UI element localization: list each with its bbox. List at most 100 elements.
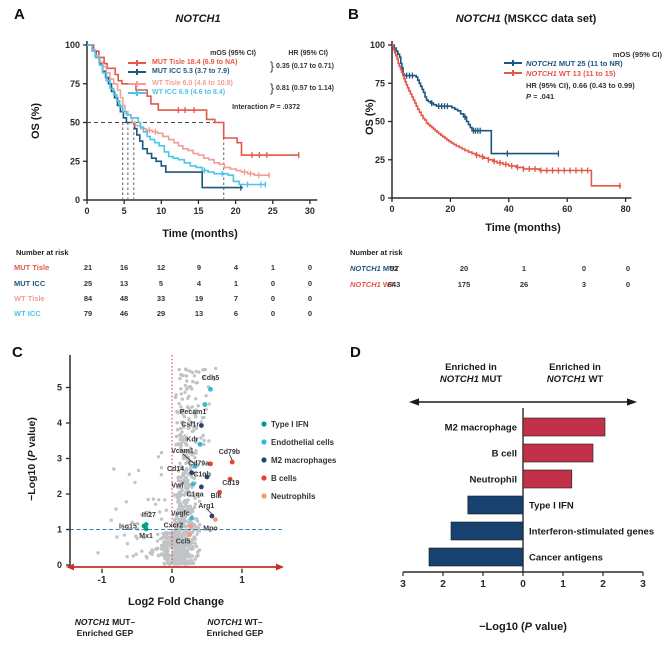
svg-text:Type I IFN: Type I IFN — [271, 420, 309, 429]
risk-cell: 1 — [270, 263, 276, 272]
panel-c-ylabel: −Log10 (P value) — [26, 417, 38, 501]
svg-text:Type I IFN: Type I IFN — [529, 501, 574, 512]
right-arrowhead-icon — [627, 398, 637, 406]
risk-cell: 4 — [233, 263, 239, 272]
panel-d: D 3 2 1 0 1 2 3 M2 macrophage B cell Neutrophil Ty… — [336, 340, 672, 651]
panel-a-xlabel: Time (months) — [162, 228, 238, 240]
km-line-symbol — [128, 90, 146, 96]
svg-text:Blk: Blk — [211, 493, 222, 500]
svg-text:2: 2 — [440, 579, 446, 590]
risk-cell: 25 — [83, 279, 93, 288]
gene-pointer-line — [229, 454, 233, 461]
legend-row-wt-tisle: WT Tisle 6.0 (4.6 to 10.8) — [112, 80, 334, 89]
legend-dot-icon — [261, 421, 267, 427]
risk-cell: 19 — [194, 294, 204, 303]
left-arrowhead-icon — [409, 398, 419, 406]
svg-text:Vegfc: Vegfc — [171, 511, 190, 518]
bar-b-cell — [522, 443, 594, 463]
hr-value-mut: } 0.35 (0.17 to 0.71) — [270, 59, 334, 73]
axes: 0 20 40 60 80 0 25 50 75 100 — [370, 40, 632, 214]
bar-cancer-antigens — [428, 547, 524, 567]
risk-cell: 12 — [156, 263, 166, 272]
km-line-symbol — [128, 60, 146, 66]
svg-text:100: 100 — [65, 40, 80, 50]
km-chart-b: 0 20 40 60 80 0 25 50 75 100 — [370, 40, 632, 214]
svg-text:4: 4 — [57, 418, 62, 428]
svg-text:3: 3 — [57, 454, 62, 464]
svg-text:C1qa: C1qa — [187, 492, 204, 499]
gene-dot-Arg1 — [209, 513, 215, 519]
risk-cell: 46 — [119, 309, 129, 318]
gene-dot-Vegfc — [189, 515, 195, 521]
enriched-in-wt-annotation: Enriched in NOTCH1 WT — [546, 362, 604, 385]
svg-text:60: 60 — [562, 204, 572, 214]
axes: 3 2 1 0 1 2 3 — [400, 408, 646, 590]
panel-a: A NOTCH1 0 5 10 15 20 25 30 0 25 50 75 100 OS (%) T… — [0, 0, 336, 340]
gene-pointer-line — [206, 508, 213, 515]
svg-text:Ccl5: Ccl5 — [176, 538, 191, 545]
risk-row-label: NOTCH1 MUT — [350, 264, 400, 273]
svg-text:50: 50 — [70, 118, 80, 128]
gene-dot-Cd19 — [227, 476, 233, 482]
risk-cell: 643 — [387, 280, 401, 289]
panel-b-letter: B — [348, 6, 359, 23]
legend-row-mut-icc: MUT ICC 5.3 (3.7 to 7.9) — [112, 68, 334, 77]
gene-dot-Vwf — [190, 481, 196, 487]
direction-arrow — [409, 398, 637, 406]
panel-d-xlabel: −Log10 (P value) — [479, 621, 567, 633]
panel-b-legend: mOS (95% CI) NOTCH1 MUT 25 (11 to NR) NO… — [504, 50, 666, 108]
risk-row-label: WT Tisle — [14, 294, 45, 303]
svg-text:1: 1 — [560, 579, 566, 590]
svg-text:0: 0 — [57, 560, 62, 570]
panel-b-title: NOTCH1 (MSKCC data set) — [455, 13, 597, 25]
gene-dot-C1qa — [199, 484, 204, 490]
risk-row-label: NOTCH1 WT — [350, 280, 395, 289]
mos-header: mOS (95% CI) — [612, 50, 662, 59]
panel-b-ylabel: OS (%) — [364, 98, 376, 136]
panel-d-letter: D — [350, 344, 361, 361]
svg-text:Endothelial cells: Endothelial cells — [271, 438, 335, 447]
gene-dot-Cd14 — [189, 470, 195, 476]
svg-text:Mx1: Mx1 — [139, 533, 153, 540]
interaction-p-value: Interaction P = .0372 — [232, 104, 300, 111]
svg-text:Neutrophil: Neutrophil — [470, 475, 518, 486]
risk-cell: 5 — [158, 279, 164, 288]
risk-cell: 0 — [307, 263, 313, 272]
svg-text:0: 0 — [84, 206, 89, 216]
svg-text:20: 20 — [445, 204, 455, 214]
risk-cell: 0 — [307, 279, 313, 288]
svg-text:10: 10 — [156, 206, 166, 216]
svg-text:0: 0 — [520, 579, 526, 590]
svg-text:1: 1 — [480, 579, 486, 590]
svg-text:Cdh5: Cdh5 — [202, 375, 220, 382]
svg-text:Cd79b: Cd79b — [219, 449, 240, 456]
gene-dot-Cd79b — [229, 459, 235, 465]
gene-dot-Ccl5 — [187, 532, 192, 538]
risk-row-label: MUT Tisle — [14, 263, 50, 272]
km-series-wt-tisle — [87, 44, 270, 179]
median-dashed-lines — [87, 122, 225, 200]
hr-value-wt: } 0.81 (0.57 to 1.14) — [270, 81, 334, 95]
km-line-symbol — [504, 60, 522, 66]
risk-table-header-b: Number at risk — [350, 248, 403, 257]
legend-dot-icon — [261, 475, 267, 481]
risk-cell: 0 — [625, 264, 631, 273]
svg-text:75: 75 — [375, 78, 385, 88]
axes: 0 1 2 3 4 5 -1 0 1 — [57, 355, 284, 586]
panel-c-xlabel: Log2 Fold Change — [128, 596, 224, 608]
svg-text:0: 0 — [75, 195, 80, 205]
legend-dot-icon — [261, 493, 267, 499]
risk-cell: 79 — [83, 309, 93, 318]
bar-neutrophil — [522, 469, 573, 489]
svg-text:Cd79a: Cd79a — [188, 460, 209, 467]
panel-b-xlabel: Time (months) — [485, 222, 561, 234]
svg-text:5: 5 — [57, 383, 62, 393]
svg-text:100: 100 — [370, 40, 385, 50]
threshold-lines — [70, 355, 282, 566]
km-series-notch1-wt — [392, 44, 622, 189]
gene-dot-Blk — [217, 489, 223, 495]
volcano-legend: Type I IFN Endothelial cells M2 macrophage… — [261, 420, 336, 501]
p-value-line: P = .041 — [526, 92, 555, 101]
svg-text:Cancer antigens: Cancer antigens — [529, 553, 603, 564]
svg-text:Isg15: Isg15 — [119, 523, 137, 530]
